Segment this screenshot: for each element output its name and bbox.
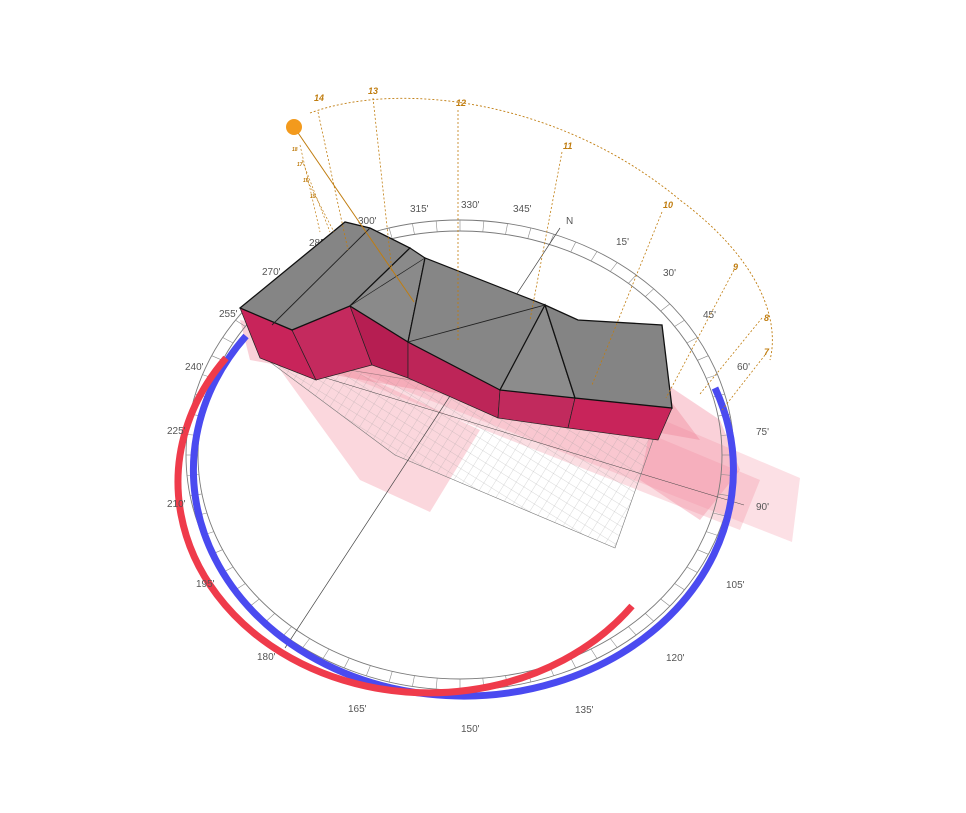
degree-label-165: 165'	[348, 704, 367, 715]
hour-line-13	[372, 97, 393, 273]
hour-label-16: 16	[303, 178, 309, 184]
hour-line-14	[317, 111, 349, 251]
compass-tick	[610, 262, 618, 272]
compass-tick	[249, 598, 260, 607]
compass-tick	[697, 355, 709, 361]
compass-tick	[412, 223, 415, 235]
compass-tick	[697, 549, 709, 555]
degree-label-135: 135'	[575, 705, 594, 716]
hour-line-10	[591, 211, 663, 386]
red-radiation-band	[174, 355, 635, 697]
degree-label-180: 180'	[257, 652, 276, 663]
hour-label-8: 8	[764, 313, 769, 323]
compass-tick	[283, 626, 292, 636]
roof-ridge-3	[349, 257, 426, 307]
compass-tick	[322, 648, 330, 659]
compass-tick	[717, 493, 730, 497]
degree-label-105: 105'	[726, 580, 745, 591]
hour-label-14: 14	[314, 93, 324, 103]
compass-tick	[686, 566, 698, 573]
degree-label-30: 30'	[663, 268, 676, 279]
hour-label-12: 12	[456, 98, 466, 108]
hour-label-7: 7	[764, 347, 770, 357]
east-axis	[259, 357, 745, 506]
compass-tick	[706, 531, 718, 536]
degree-label-300: 300'	[358, 216, 377, 227]
compass-tick	[590, 251, 598, 262]
building-model	[238, 221, 673, 441]
hour-label-18: 18	[292, 147, 298, 153]
hour-line-11	[529, 151, 563, 321]
sun-ray	[293, 126, 415, 303]
hour-label-17: 17	[297, 162, 303, 168]
degree-label-240: 240'	[185, 362, 204, 373]
degree-label-315: 315'	[410, 204, 429, 215]
hour-line-17	[305, 177, 335, 233]
north-label: N	[566, 216, 573, 227]
compass-tick	[266, 613, 275, 622]
compass-tick	[674, 583, 685, 591]
degree-label-75: 75'	[756, 427, 769, 438]
compass-tick	[645, 288, 654, 297]
compass-tick	[570, 657, 577, 669]
hour-line-9	[665, 269, 735, 399]
compass-tick	[590, 648, 598, 659]
building-roof-5	[543, 303, 673, 409]
compass-ring	[185, 219, 745, 691]
degree-label-45: 45'	[703, 310, 716, 321]
compass-tick	[388, 671, 393, 683]
compass-tick	[343, 657, 350, 669]
compass-tick	[366, 665, 371, 676]
degree-label-60: 60'	[737, 362, 750, 373]
degree-label-210: 210'	[167, 499, 186, 510]
hour-label-9: 9	[733, 262, 738, 272]
compass-tick	[628, 626, 637, 636]
roof-ridge-1	[271, 227, 371, 326]
degree-label-330: 330'	[461, 200, 480, 211]
compass-tick	[235, 319, 246, 327]
compass-tick	[660, 303, 671, 312]
compass-tick	[713, 512, 725, 517]
compass-tick	[628, 274, 637, 284]
degree-label-150: 150'	[461, 724, 480, 735]
compass-tick	[482, 220, 485, 232]
roof-ridge-2	[407, 304, 546, 343]
hour-line-16	[301, 159, 331, 233]
degree-label-225: 225'	[167, 426, 186, 437]
hour-label-11: 11	[563, 141, 572, 151]
compass-tick	[505, 223, 508, 235]
compass-tick	[686, 337, 698, 344]
compass-tick	[570, 241, 577, 253]
compass-tick	[645, 613, 654, 622]
compass-tick	[388, 227, 393, 239]
hour-label-15: 15	[310, 194, 316, 200]
compass-tick	[610, 638, 618, 648]
compass-tick	[302, 638, 310, 648]
compass-tick	[435, 220, 438, 232]
degree-label-15: 15'	[616, 237, 629, 248]
degree-label-90: 90'	[756, 502, 769, 513]
compass-tick	[660, 598, 671, 607]
compass-tick	[222, 337, 234, 344]
compass-tick	[527, 227, 532, 239]
degree-label-345: 345'	[513, 204, 532, 215]
hour-label-10: 10	[663, 200, 673, 210]
degree-label-255: 255'	[219, 309, 238, 320]
compass-tick	[435, 678, 438, 690]
degree-label-270: 270'	[262, 267, 281, 278]
compass-tick	[412, 675, 415, 687]
hour-line-8	[699, 317, 763, 395]
hour-label-13: 13	[368, 86, 378, 96]
hour-line-15	[299, 144, 321, 233]
degree-label-120: 120'	[666, 653, 685, 664]
sun-path: 14 13 12 11 10 9 8 7 18 17 16 15	[286, 86, 773, 411]
compass-tick	[674, 319, 685, 327]
degree-label-195: 195'	[196, 579, 215, 590]
sun-icon	[286, 119, 302, 135]
